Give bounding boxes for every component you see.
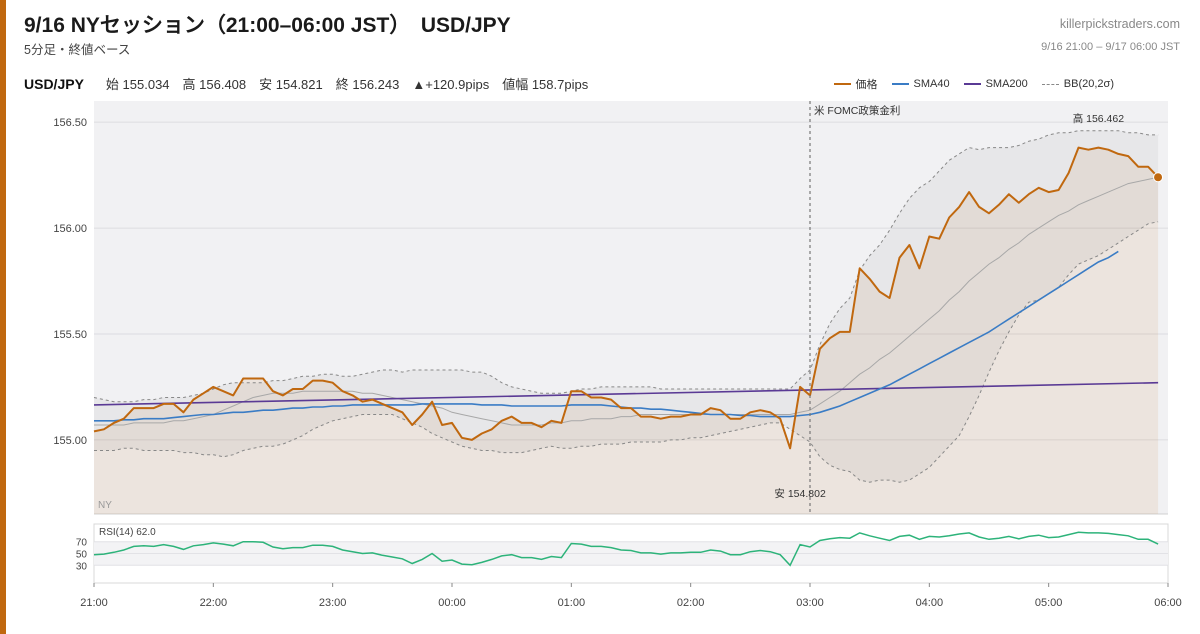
legend-swatch xyxy=(963,83,981,85)
accent-bar xyxy=(0,0,6,634)
legend-swatch xyxy=(833,83,851,85)
x-tick-label: 01:00 xyxy=(558,597,586,609)
legend-item-bb: BB(20,2σ) xyxy=(1041,78,1114,90)
chart-legend: 価格 SMA40 SMA200 BB(20,2σ) xyxy=(820,76,1114,92)
stats-open: 始 155.034 xyxy=(105,77,170,92)
legend-swatch xyxy=(1041,83,1059,85)
rsi-tick-label: 50 xyxy=(76,550,88,561)
bb-band-fill xyxy=(94,130,1159,483)
bb-lower-line xyxy=(94,221,1159,483)
x-tick-label: 03:00 xyxy=(796,597,824,609)
page-title: 9/16 NYセッション（21:00–06:00 JST） USD/JPY xyxy=(24,14,511,37)
x-tick-label: 06:00 xyxy=(1154,597,1182,609)
x-tick-label: 04:00 xyxy=(916,597,944,609)
plot-background xyxy=(94,101,1168,514)
rsi-tick-label: 30 xyxy=(76,561,88,572)
page-subtitle: 5分足・終値ベース xyxy=(24,43,131,57)
event-label: 米 FOMC政策金利 xyxy=(814,104,900,117)
legend-item-price: 価格 xyxy=(833,76,878,92)
x-tick-label: 22:00 xyxy=(200,597,228,609)
stats-bar: USD/JPY 始 155.034 高 156.408 安 154.821 終 … xyxy=(24,74,601,93)
price-area-fill xyxy=(94,147,1159,514)
y-tick-label: 156.00 xyxy=(53,223,87,235)
y-tick-label: 155.00 xyxy=(53,435,87,447)
y-tick-label: 156.50 xyxy=(53,117,87,129)
last-price-dot xyxy=(1153,172,1164,183)
x-tick-label: 21:00 xyxy=(80,597,108,609)
x-tick-label: 00:00 xyxy=(438,597,466,609)
stats-high: 高 156.408 xyxy=(182,77,247,92)
legend-swatch xyxy=(891,83,909,85)
date-range: 9/16 21:00 – 9/17 06:00 JST xyxy=(1041,41,1180,53)
sma200-line xyxy=(93,381,1159,406)
high-label: 高 156.462 xyxy=(1073,112,1125,125)
rsi-label: RSI(14) 62.0 xyxy=(99,527,156,538)
y-tick-label: 155.50 xyxy=(53,329,87,341)
stats-symbol: USD/JPY xyxy=(24,76,84,92)
legend-label: SMA200 xyxy=(985,78,1028,90)
price-line xyxy=(93,146,1159,450)
x-tick-label: 02:00 xyxy=(677,597,705,609)
low-label: 安 154.802 xyxy=(774,487,826,500)
x-tick-label: 05:00 xyxy=(1035,597,1063,609)
stats-low: 安 154.821 xyxy=(259,77,323,92)
session-label: NY xyxy=(98,500,112,511)
bb-upper-line xyxy=(93,130,1159,403)
legend-label: BB(20,2σ) xyxy=(1063,78,1114,90)
x-tick-label: 23:00 xyxy=(319,597,347,609)
site-name: killerpickstraders.com xyxy=(1059,17,1180,31)
legend-label: SMA40 xyxy=(913,78,950,90)
legend-label: 価格 xyxy=(855,79,878,91)
legend-item-sma40: SMA40 xyxy=(891,78,950,90)
legend-item-sma200: SMA200 xyxy=(963,78,1028,90)
sma40-line xyxy=(94,250,1119,422)
stats-close: 終 156.243 xyxy=(335,77,400,92)
stats-width: 値幅 158.7pips xyxy=(502,77,589,92)
stats-change: ▲+120.9pips xyxy=(412,77,490,92)
rsi-tick-label: 70 xyxy=(76,538,88,549)
bb-middle-line xyxy=(94,176,1159,426)
rsi-line xyxy=(93,531,1159,567)
